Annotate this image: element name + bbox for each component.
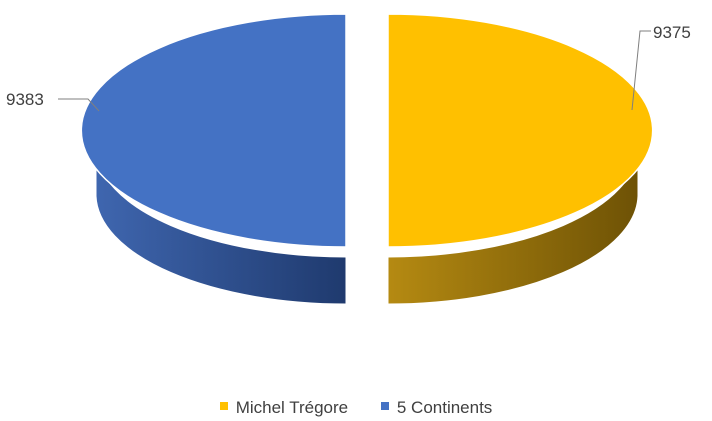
- pie-slice-side: [387, 148, 639, 305]
- legend-label: Michel Trégore: [235, 398, 349, 417]
- pie-slice-side: [95, 148, 347, 305]
- leader-line-michel-tregore: [631, 30, 651, 111]
- chart-legend: Michel Trégore 5 Continents: [0, 398, 712, 418]
- data-label-5-continents: 9383: [6, 90, 44, 109]
- legend-label: 5 Continents: [396, 398, 493, 417]
- data-label-michel-tregore: 9375: [653, 23, 691, 42]
- legend-item-michel-tregore: Michel Trégore: [219, 398, 349, 418]
- legend-swatch: [380, 402, 389, 410]
- pie-slice-5-continents: [80, 13, 347, 305]
- pie-slice-top: [387, 13, 654, 248]
- legend-swatch: [219, 402, 228, 410]
- pie-slice-michel-tregore: [387, 13, 654, 305]
- leader-line-5-continents: [58, 98, 100, 112]
- pie-slice-top: [80, 13, 347, 248]
- legend-item-5-continents: 5 Continents: [380, 398, 493, 418]
